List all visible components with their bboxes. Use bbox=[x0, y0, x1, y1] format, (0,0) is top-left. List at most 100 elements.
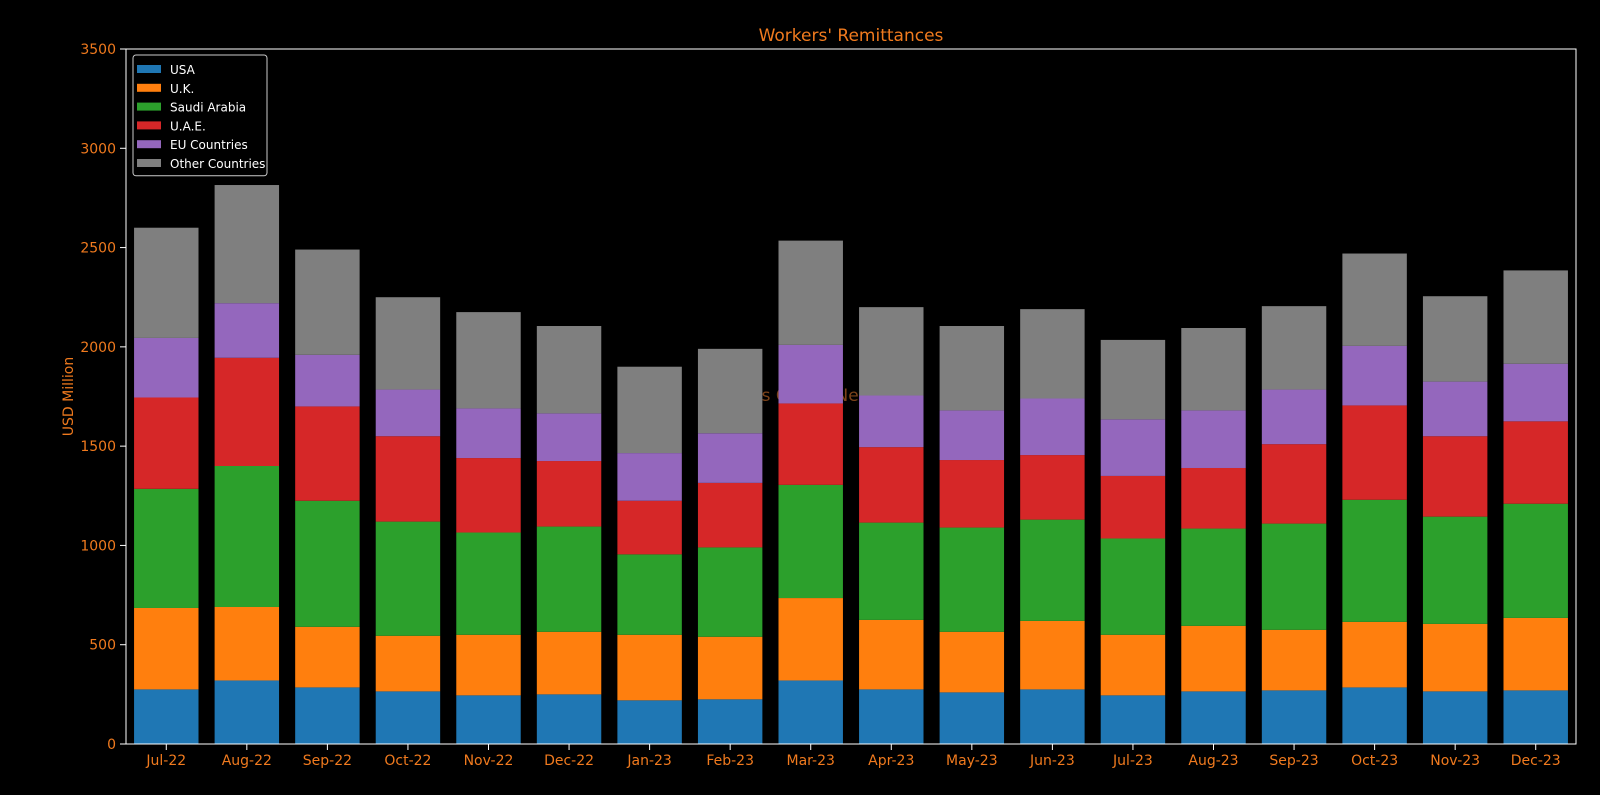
bar-segment-u-k-apr-23 bbox=[859, 619, 924, 690]
bar-segment-saudi-arabia-oct-23 bbox=[1342, 499, 1407, 622]
bar-segment-u-k-nov-22 bbox=[456, 634, 521, 696]
legend-swatch bbox=[137, 83, 161, 92]
bar-segment-usa-sep-22 bbox=[295, 687, 360, 744]
bar-segment-saudi-arabia-jun-23 bbox=[1020, 519, 1085, 621]
bar-segment-usa-dec-23 bbox=[1503, 690, 1568, 744]
legend-entry-label: U.K. bbox=[170, 82, 194, 96]
x-tick-label: Sep-22 bbox=[303, 753, 352, 769]
x-tick-label: Jan-23 bbox=[626, 753, 671, 769]
bar-segment-other-countries-jul-23 bbox=[1100, 339, 1166, 420]
bar-segment-u-k-feb-23 bbox=[697, 636, 763, 700]
bar-segment-eu-countries-dec-23 bbox=[1503, 363, 1568, 422]
bar-segment-usa-sep-23 bbox=[1261, 690, 1327, 744]
bar-segment-other-countries-mar-23 bbox=[778, 240, 843, 345]
bar-segment-usa-mar-23 bbox=[778, 680, 843, 744]
bar-segment-u-k-dec-22 bbox=[536, 631, 602, 695]
bar-segment-u-k-jul-23 bbox=[1100, 634, 1166, 696]
legend-entry-label: Saudi Arabia bbox=[170, 101, 246, 115]
bar-segment-u-a-e-nov-22 bbox=[456, 458, 521, 533]
bar-segment-usa-apr-23 bbox=[859, 689, 924, 744]
bar-segment-usa-aug-22 bbox=[214, 680, 280, 744]
bar-segment-usa-jan-23 bbox=[617, 700, 682, 744]
bar-segment-usa-jun-23 bbox=[1020, 689, 1085, 744]
bar-segment-u-a-e-nov-23 bbox=[1422, 436, 1488, 517]
bar-segment-usa-oct-22 bbox=[375, 691, 441, 744]
x-tick-label: Feb-23 bbox=[706, 753, 754, 769]
bar-segment-usa-may-23 bbox=[939, 692, 1005, 744]
bar-segment-u-a-e-sep-22 bbox=[295, 406, 360, 501]
bar-segment-other-countries-feb-23 bbox=[697, 348, 763, 434]
bar-segment-u-a-e-jun-23 bbox=[1020, 455, 1085, 520]
bars-layer bbox=[134, 185, 1568, 744]
bar-segment-other-countries-sep-23 bbox=[1261, 306, 1327, 390]
bar-segment-eu-countries-jan-23 bbox=[617, 453, 682, 501]
bar-segment-other-countries-aug-23 bbox=[1181, 327, 1246, 411]
x-tick-label: Nov-22 bbox=[464, 753, 514, 769]
x-tick-label: Nov-23 bbox=[1430, 753, 1480, 769]
bar-segment-u-k-sep-23 bbox=[1261, 629, 1327, 691]
bar-segment-eu-countries-dec-22 bbox=[536, 413, 602, 462]
bar-segment-eu-countries-jun-23 bbox=[1020, 398, 1085, 456]
legend-swatch bbox=[137, 102, 161, 111]
y-tick-label: 3500 bbox=[80, 42, 116, 58]
bar-segment-u-k-aug-23 bbox=[1181, 625, 1246, 692]
y-axis-label: USD Million bbox=[61, 357, 77, 436]
bar-segment-eu-countries-sep-23 bbox=[1261, 389, 1327, 445]
plot-area-frame bbox=[125, 48, 1577, 745]
x-tick-label: Oct-22 bbox=[384, 753, 431, 769]
bar-segment-saudi-arabia-jul-22 bbox=[134, 488, 199, 608]
bar-segment-other-countries-nov-22 bbox=[456, 312, 521, 409]
bar-segment-saudi-arabia-nov-23 bbox=[1422, 516, 1488, 624]
bar-segment-other-countries-dec-22 bbox=[536, 326, 602, 414]
bar-segment-other-countries-dec-23 bbox=[1503, 270, 1568, 364]
bar-segment-usa-feb-23 bbox=[697, 699, 763, 744]
x-tick-label: Mar-23 bbox=[787, 753, 835, 769]
legend-swatch bbox=[137, 65, 161, 73]
y-tick-label: 2500 bbox=[80, 241, 116, 257]
bar-segment-u-k-dec-23 bbox=[1503, 617, 1568, 691]
legend-swatch bbox=[137, 121, 161, 130]
y-axis: 0 500 1000 1500 2000 2500 3000 3500 bbox=[80, 42, 126, 753]
bar-segment-u-k-nov-23 bbox=[1422, 623, 1488, 692]
bar-segment-u-a-e-jul-23 bbox=[1100, 475, 1166, 539]
bar-segment-other-countries-oct-23 bbox=[1342, 253, 1407, 346]
legend-entry-label: USA bbox=[170, 63, 196, 77]
bar-segment-u-a-e-sep-23 bbox=[1261, 444, 1327, 524]
bar-segment-eu-countries-nov-22 bbox=[456, 408, 521, 459]
x-tick-label: May-23 bbox=[946, 753, 998, 769]
bar-segment-other-countries-may-23 bbox=[939, 326, 1005, 411]
bar-segment-saudi-arabia-apr-23 bbox=[859, 522, 924, 620]
x-tick-label: Aug-22 bbox=[222, 753, 272, 769]
bar-segment-u-a-e-oct-23 bbox=[1342, 405, 1407, 500]
y-tick-label: 1500 bbox=[80, 439, 116, 455]
bar-segment-eu-countries-oct-23 bbox=[1342, 345, 1407, 406]
bar-segment-eu-countries-aug-23 bbox=[1181, 410, 1246, 468]
chart-title: Workers' Remittances bbox=[759, 26, 944, 46]
bar-segment-u-k-oct-22 bbox=[375, 635, 441, 692]
bar-segment-saudi-arabia-dec-23 bbox=[1503, 503, 1568, 618]
bar-segment-eu-countries-aug-22 bbox=[214, 303, 280, 358]
y-tick-label: 3000 bbox=[80, 141, 116, 157]
bar-segment-saudi-arabia-nov-22 bbox=[456, 532, 521, 635]
bar-segment-eu-countries-may-23 bbox=[939, 410, 1005, 461]
bar-segment-eu-countries-oct-22 bbox=[375, 389, 441, 437]
bar-segment-u-a-e-aug-23 bbox=[1181, 467, 1246, 529]
bar-segment-usa-dec-22 bbox=[536, 694, 602, 744]
bar-segment-eu-countries-nov-23 bbox=[1422, 381, 1488, 437]
legend: USA U.K. Saudi Arabia U.A.E. EU Countries Oth… bbox=[132, 54, 268, 177]
bar-segment-saudi-arabia-sep-23 bbox=[1261, 523, 1327, 630]
bar-segment-saudi-arabia-aug-23 bbox=[1181, 528, 1246, 626]
bar-segment-other-countries-aug-22 bbox=[214, 185, 280, 304]
y-tick-label: 2000 bbox=[80, 340, 116, 356]
bar-segment-eu-countries-sep-22 bbox=[295, 354, 360, 407]
x-tick-label: Jul-23 bbox=[1112, 753, 1153, 769]
bar-segment-usa-jul-23 bbox=[1100, 695, 1166, 744]
y-tick-label: 1000 bbox=[80, 538, 116, 554]
bar-segment-usa-oct-23 bbox=[1342, 687, 1407, 744]
bar-segment-u-k-jan-23 bbox=[617, 634, 682, 701]
bar-segment-u-a-e-mar-23 bbox=[778, 403, 843, 485]
x-tick-label: Apr-23 bbox=[868, 753, 914, 769]
bar-segment-other-countries-nov-23 bbox=[1422, 296, 1488, 382]
x-tick-label: Oct-23 bbox=[1351, 753, 1398, 769]
